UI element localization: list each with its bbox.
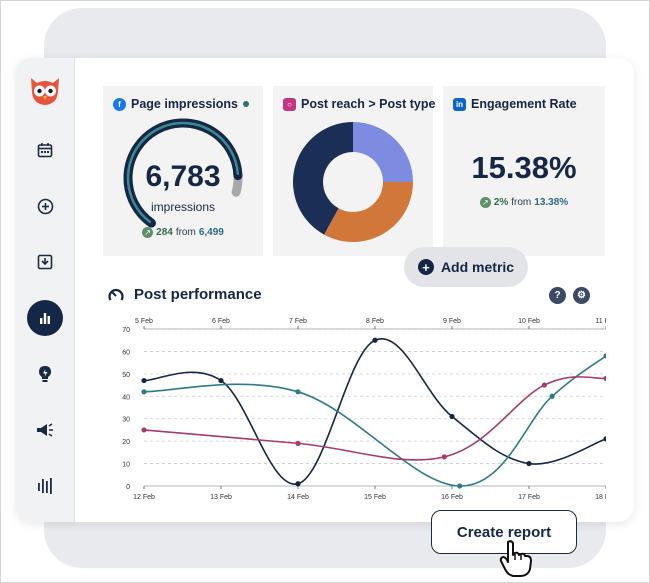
post-reach-donut: [293, 122, 413, 242]
x-bottom-tick-label: 14 Feb: [287, 494, 309, 501]
x-bottom-tick-label: 18 Feb: [595, 494, 606, 501]
status-dot-icon: [243, 101, 249, 107]
audio-bars-icon[interactable]: [30, 471, 60, 501]
engagement-rate-panel[interactable]: in Engagement Rate 15.38% ↗ 2% from 13.3…: [443, 86, 605, 256]
post-reach-title: ○ Post reach > Post type: [283, 97, 435, 111]
data-point: [218, 377, 224, 384]
calendar-icon[interactable]: [30, 135, 60, 165]
engagement-delta: ↗ 2% from 13.38%: [443, 197, 605, 208]
x-bottom-tick-label: 17 Feb: [518, 494, 540, 501]
x-bottom-tick-label: 13 Feb: [210, 494, 232, 501]
data-point: [295, 481, 301, 487]
y-tick-label: 70: [122, 327, 130, 334]
data-point: [457, 483, 463, 489]
data-point: [549, 393, 555, 399]
help-icon[interactable]: ?: [549, 287, 566, 304]
performance-gauge-icon: [108, 288, 124, 301]
pointing-hand-icon: [499, 540, 532, 577]
analytics-icon[interactable]: [27, 300, 63, 336]
data-point: [541, 382, 547, 388]
x-top-tick-label: 7 Feb: [289, 318, 307, 325]
data-point: [603, 436, 606, 442]
x-top-tick-label: 10 Feb: [518, 318, 540, 325]
donut-slice: [293, 122, 353, 235]
x-bottom-tick-label: 16 Feb: [441, 494, 463, 501]
x-top-tick-label: 8 Feb: [366, 318, 384, 325]
inbox-icon[interactable]: [30, 247, 60, 277]
post-performance-title: Post performance: [108, 286, 262, 303]
data-point: [141, 427, 147, 433]
gauge-inner-line: [126, 121, 240, 224]
data-point: [603, 375, 606, 381]
data-point: [441, 454, 447, 460]
plus-circle-icon[interactable]: [30, 191, 60, 221]
data-point: [526, 460, 532, 467]
x-top-tick-label: 6 Feb: [212, 318, 230, 325]
y-tick-label: 60: [122, 349, 130, 356]
sidebar: [16, 58, 75, 522]
data-point: [295, 440, 301, 446]
trend-up-icon: ↗: [479, 197, 491, 208]
x-top-tick-label: 5 Feb: [135, 318, 153, 325]
data-point: [141, 389, 147, 395]
linkedin-icon: in: [453, 97, 466, 111]
instagram-icon: ○: [283, 97, 296, 111]
data-point: [295, 389, 301, 395]
plus-icon: +: [417, 259, 434, 275]
create-report-button[interactable]: Create report: [431, 510, 577, 554]
data-point: [603, 353, 606, 359]
post-reach-panel[interactable]: ○ Post reach > Post type: [273, 86, 435, 256]
x-top-tick-label: 11 Feb: [595, 318, 606, 325]
lightbulb-icon[interactable]: [30, 359, 60, 389]
page-impressions-panel[interactable]: f Page impressions 6,783 impressions ↗ 2…: [103, 86, 263, 256]
impressions-delta: ↗ 284 from 6,499: [103, 227, 263, 238]
settings-gear-icon[interactable]: ⚙: [573, 287, 590, 304]
data-point: [449, 413, 455, 420]
series-line: [143, 376, 606, 461]
page-impressions-title: f Page impressions: [113, 97, 238, 111]
impressions-gauge: [123, 118, 243, 228]
engagement-rate-value: 15.38%: [471, 150, 577, 185]
y-tick-label: 10: [122, 462, 130, 469]
donut-slice: [353, 122, 413, 182]
y-tick-label: 40: [122, 394, 130, 401]
engagement-rate-title: in Engagement Rate: [453, 97, 577, 111]
facebook-icon: f: [113, 97, 126, 111]
impressions-unit: impressions: [150, 200, 216, 214]
y-tick-label: 50: [122, 372, 130, 379]
owl-logo-icon[interactable]: [27, 72, 63, 108]
x-bottom-tick-label: 15 Feb: [364, 494, 386, 501]
trend-up-icon: ↗: [142, 227, 154, 238]
y-tick-label: 0: [126, 484, 130, 491]
impressions-value: 6,783: [145, 160, 221, 193]
data-point: [372, 337, 378, 343]
post-performance-chart: 70 60 50 40 30 20 10 0 5 Feb 6 Feb 7 Feb 8 Feb 9 Feb…: [122, 318, 606, 501]
x-top-tick-label: 9 Feb: [443, 318, 461, 325]
data-point: [141, 377, 147, 384]
donut-slice: [324, 182, 413, 242]
x-bottom-tick-label: 12 Feb: [133, 494, 155, 501]
dashboard-card: f Page impressions 6,783 impressions ↗ 2…: [16, 58, 634, 522]
y-tick-label: 30: [122, 417, 130, 424]
megaphone-icon[interactable]: [30, 415, 60, 445]
series-line: [143, 337, 606, 485]
series-line: [143, 355, 606, 487]
add-metric-button[interactable]: + Add metric: [404, 247, 528, 287]
y-tick-label: 20: [122, 439, 130, 446]
